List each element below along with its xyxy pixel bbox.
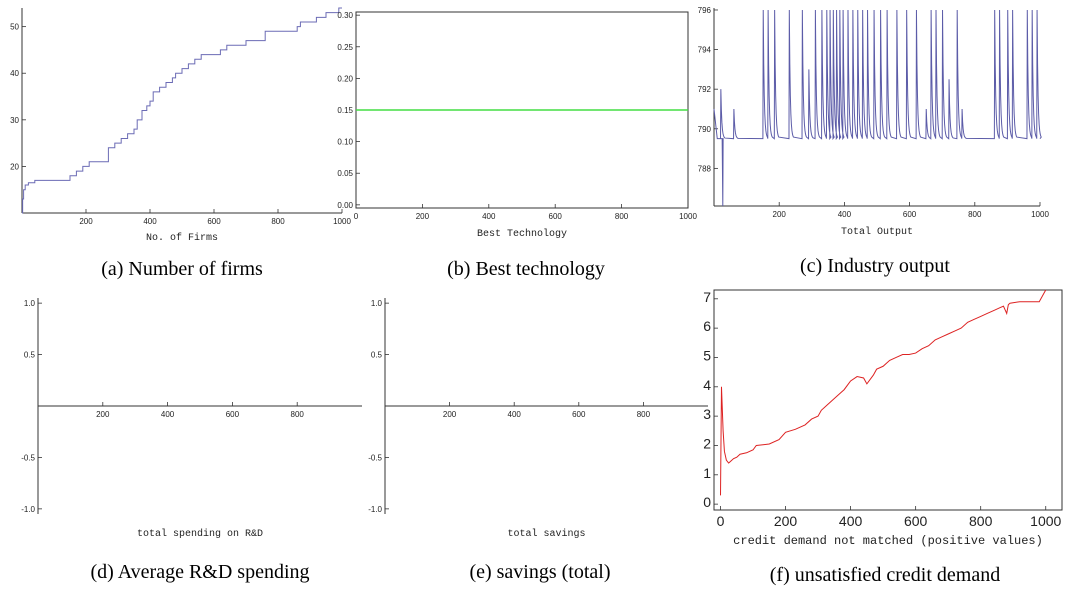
series-line <box>713 9 1042 207</box>
y-tick-label: 788 <box>698 164 712 173</box>
x-tick-label: 600 <box>226 410 240 419</box>
x-axis-label: total savings <box>507 528 585 540</box>
x-tick-label: 0 <box>717 513 725 529</box>
y-tick-label: 0 <box>703 494 711 510</box>
x-tick-label: 200 <box>79 217 93 226</box>
x-tick-label: 800 <box>271 217 285 226</box>
y-tick-label: 790 <box>698 125 712 134</box>
x-tick-label: 0 <box>354 212 359 221</box>
x-tick-label: 600 <box>904 513 928 529</box>
y-tick-label: 1 <box>703 465 711 481</box>
x-tick-label: 200 <box>774 513 798 529</box>
y-tick-label: 6 <box>703 318 711 334</box>
x-tick-label: 1000 <box>679 212 697 221</box>
y-tick-label: -0.5 <box>368 453 382 462</box>
panel-caption: (b) Best technology <box>447 258 605 280</box>
y-tick-label: 1.0 <box>24 299 36 308</box>
x-tick-label: 800 <box>291 410 305 419</box>
x-tick-label: 600 <box>903 210 917 219</box>
y-tick-label: 4 <box>703 377 711 393</box>
x-tick-label: 200 <box>443 410 457 419</box>
y-tick-label: 2 <box>703 435 711 451</box>
y-tick-label: 0.30 <box>337 11 353 20</box>
y-tick-label: 796 <box>698 6 712 15</box>
x-tick-label: 800 <box>615 212 629 221</box>
panel-b-best-technology: 0 200 400 600 800 1000 0.00 0.05 0.10 0.15 0.20 0.2… <box>337 11 697 280</box>
panel-caption: (f) unsatisfied credit demand <box>770 564 1000 586</box>
y-tick-label: 0.10 <box>337 138 353 147</box>
x-tick-label: 600 <box>207 217 221 226</box>
y-tick-label: 0.5 <box>24 351 36 360</box>
y-tick-label: 0.5 <box>371 351 383 360</box>
y-tick-label: 5 <box>703 347 711 363</box>
x-axis-label: No. of Firms <box>146 232 218 244</box>
plot-frame <box>713 289 1063 511</box>
y-tick-label: 1.0 <box>371 299 383 308</box>
y-tick-label: 0.25 <box>337 43 353 52</box>
x-tick-label: 600 <box>572 410 586 419</box>
y-tick-label: 7 <box>703 289 711 305</box>
x-axis-label: credit demand not matched (positive valu… <box>733 534 1043 548</box>
x-axis-label: Total Output <box>841 226 913 238</box>
y-tick-label: -1.0 <box>21 505 35 514</box>
y-tick-label: 50 <box>10 23 19 32</box>
panel-a-number-of-firms: 200 400 600 800 1000 20 30 40 50 No. of Firms (a) … <box>10 7 351 280</box>
y-tick-label: 3 <box>703 406 711 422</box>
x-tick-label: 1000 <box>1030 513 1061 529</box>
y-tick-label: 794 <box>698 46 712 55</box>
x-tick-label: 200 <box>416 212 430 221</box>
y-tick-label: 0.20 <box>337 74 353 83</box>
y-tick-label: 20 <box>10 162 19 171</box>
x-tick-label: 400 <box>508 410 522 419</box>
y-tick-label: 0.00 <box>337 201 353 210</box>
x-tick-label: 800 <box>637 410 651 419</box>
x-tick-label: 400 <box>143 217 157 226</box>
y-tick-label: 0.05 <box>337 169 353 178</box>
y-tick-label: 40 <box>10 69 19 78</box>
x-tick-label: 200 <box>773 210 787 219</box>
panel-caption: (e) savings (total) <box>469 561 610 583</box>
x-tick-label: 1000 <box>1031 210 1049 219</box>
panel-caption: (a) Number of firms <box>101 258 263 280</box>
y-tick-label: -1.0 <box>368 505 382 514</box>
x-tick-label: 400 <box>839 513 863 529</box>
x-tick-label: 600 <box>549 212 563 221</box>
x-axis-label: Best Technology <box>477 228 567 240</box>
panel-d-rd-spending: 200 400 600 800 -1.0 -0.5 0.5 1.0 total spending… <box>21 298 362 583</box>
panel-e-savings: 200 400 600 800 -1.0 -0.5 0.5 1.0 total savings (… <box>368 298 708 583</box>
x-tick-label: 200 <box>96 410 110 419</box>
x-tick-label: 400 <box>161 410 175 419</box>
x-tick-label: 400 <box>482 212 496 221</box>
x-axis-label: total spending on R&D <box>137 528 263 540</box>
y-tick-label: 792 <box>698 85 712 94</box>
x-tick-label: 400 <box>838 210 852 219</box>
y-tick-label: 30 <box>10 116 19 125</box>
x-tick-label: 800 <box>969 513 993 529</box>
y-tick-label: -0.5 <box>21 453 35 462</box>
series-line <box>22 7 342 214</box>
panel-caption: (c) Industry output <box>800 255 950 277</box>
x-tick-label: 800 <box>968 210 982 219</box>
y-tick-label: 0.15 <box>337 106 353 115</box>
series-line <box>720 289 1047 496</box>
panel-f-unsatisfied-credit: 0 200 400 600 800 1000 0 1 2 3 4 5 6 7 credit demand n… <box>703 289 1063 586</box>
panel-caption: (d) Average R&D spending <box>90 561 309 583</box>
panel-c-industry-output: 200 400 600 800 1000 788 790 792 794 796 Total Out… <box>698 6 1050 277</box>
x-tick-label: 1000 <box>333 217 351 226</box>
